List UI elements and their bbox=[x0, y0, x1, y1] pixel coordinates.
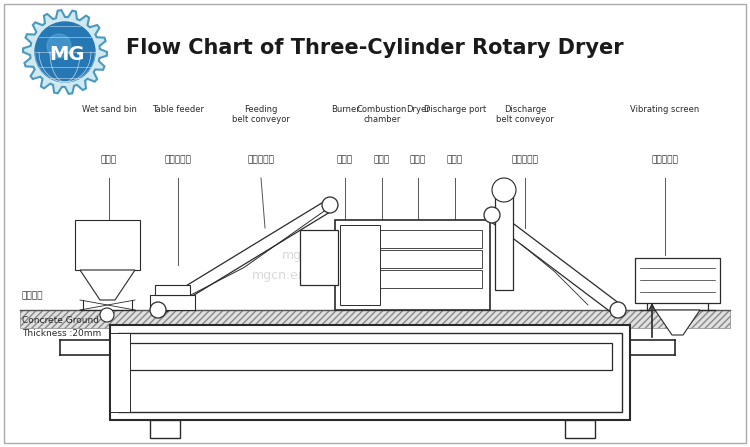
Text: 上料输送机: 上料输送机 bbox=[248, 155, 274, 164]
Text: 出料输送机: 出料输送机 bbox=[512, 155, 538, 164]
Bar bbox=[300, 230, 338, 285]
Bar bbox=[150, 420, 180, 438]
Bar bbox=[335, 220, 490, 310]
Bar bbox=[150, 295, 195, 310]
Bar bbox=[343, 270, 482, 288]
Text: Combustion
chamber: Combustion chamber bbox=[357, 105, 407, 124]
Circle shape bbox=[47, 34, 71, 58]
Text: Vibrating screen: Vibrating screen bbox=[630, 105, 700, 114]
Bar bbox=[110, 333, 130, 412]
Bar bbox=[110, 325, 630, 420]
Polygon shape bbox=[23, 10, 107, 94]
Text: Discharge
belt conveyor: Discharge belt conveyor bbox=[496, 105, 554, 124]
Text: 干干机: 干干机 bbox=[410, 155, 426, 164]
Text: Discharge port: Discharge port bbox=[424, 105, 486, 114]
Bar bbox=[155, 285, 190, 295]
Text: Concrete Ground: Concrete Ground bbox=[22, 316, 99, 325]
Circle shape bbox=[322, 197, 338, 213]
Text: 外层outer layer: 外层outer layer bbox=[323, 391, 416, 405]
Bar bbox=[635, 258, 720, 303]
Text: mgminer.alibaba.com: mgminer.alibaba.com bbox=[282, 249, 418, 261]
Text: 定量给料机: 定量给料机 bbox=[164, 155, 191, 164]
Text: 出料仓: 出料仓 bbox=[447, 155, 463, 164]
Text: 燃烧器: 燃烧器 bbox=[337, 155, 353, 164]
Circle shape bbox=[492, 178, 516, 202]
Text: MG: MG bbox=[50, 45, 85, 63]
Bar bbox=[565, 420, 595, 438]
Text: Flow Chart of Three-Cylinder Rotary Dryer: Flow Chart of Three-Cylinder Rotary Drye… bbox=[126, 38, 624, 58]
Bar bbox=[343, 250, 482, 268]
Bar bbox=[343, 230, 482, 248]
Text: 中层: 中层 bbox=[248, 357, 263, 370]
Text: 大料仓: 大料仓 bbox=[101, 155, 117, 164]
Text: mgcn.en.alibaba.com: mgcn.en.alibaba.com bbox=[252, 269, 388, 282]
Text: 混凝土层: 混凝土层 bbox=[22, 291, 44, 300]
Text: 直线振动筛: 直线振动筛 bbox=[652, 155, 679, 164]
Bar bbox=[495, 190, 513, 290]
Circle shape bbox=[610, 302, 626, 318]
Circle shape bbox=[150, 302, 166, 318]
Text: Table feeder: Table feeder bbox=[152, 105, 204, 114]
Bar bbox=[128, 343, 612, 370]
Polygon shape bbox=[80, 270, 135, 300]
Text: Wet sand bin: Wet sand bin bbox=[82, 105, 136, 114]
Circle shape bbox=[35, 22, 95, 82]
Bar bbox=[20, 310, 730, 328]
Text: Burner: Burner bbox=[331, 105, 359, 114]
Text: 燃烧室: 燃烧室 bbox=[374, 155, 390, 164]
Text: Thickness :20mm: Thickness :20mm bbox=[22, 329, 101, 338]
Bar bbox=[118, 333, 622, 412]
Circle shape bbox=[484, 207, 500, 223]
Bar bbox=[75, 220, 140, 270]
Bar bbox=[340, 225, 380, 305]
Text: Dryer: Dryer bbox=[406, 105, 430, 114]
Polygon shape bbox=[655, 310, 700, 335]
Text: Feeding
belt conveyor: Feeding belt conveyor bbox=[232, 105, 290, 124]
Circle shape bbox=[100, 308, 114, 322]
